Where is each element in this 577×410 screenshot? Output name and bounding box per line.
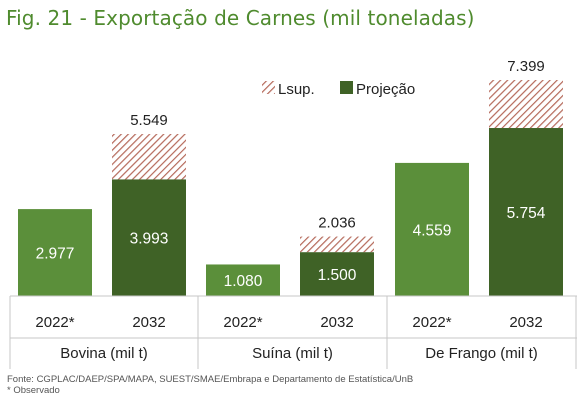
source-note: Fonte: CGPLAC/DAEP/SPA/MAPA, SUEST/SMAE/…	[7, 374, 413, 396]
bar-value-label: 2.977	[36, 246, 75, 263]
upper-bound-label: 5.549	[130, 112, 168, 129]
legend-label: Projeção	[356, 81, 415, 98]
legend-swatch-projection	[340, 81, 353, 94]
legend-label: Lsup.	[278, 81, 315, 98]
x-tick-label: 2032	[320, 314, 353, 331]
legend: Lsup. Projeção	[262, 81, 415, 98]
observed-note: * Observado	[7, 385, 60, 396]
bars-layer: 2.977 5.549 3.993 1.080 2.036 1.500 4.559 7.399…	[18, 58, 563, 296]
bar-chart: Lsup. Projeção 2.977 5.549 3.993 1.080 2.036 1…	[9, 58, 577, 369]
upper-bound-bar	[489, 80, 563, 129]
category-axis: 2022* 2032 Bovina (mil t) 2022* 2032 Suína (m…	[9, 295, 577, 369]
x-tick-label: 2022*	[223, 314, 262, 331]
upper-bound-label: 7.399	[507, 58, 545, 75]
bar-value-label: 3.993	[130, 231, 169, 248]
chart-title: Fig. 21 - Exportação de Carnes (mil tone…	[6, 6, 475, 30]
source-text: Fonte: CGPLAC/DAEP/SPA/MAPA, SUEST/SMAE/…	[7, 374, 414, 385]
group-label: Suína (mil t)	[252, 345, 333, 362]
bar-value-label: 1.080	[224, 273, 263, 290]
observed-bar	[395, 162, 469, 296]
projection-bar	[489, 128, 563, 296]
projection-bar	[300, 252, 374, 296]
upper-bound-label: 2.036	[318, 215, 356, 232]
upper-bound-bar	[112, 134, 186, 180]
bar-value-label: 5.754	[507, 205, 546, 222]
projection-bar	[112, 179, 186, 296]
x-tick-label: 2022*	[412, 314, 451, 331]
group-label: Bovina (mil t)	[60, 345, 148, 362]
bar-value-label: 4.559	[413, 222, 452, 239]
observed-bar	[18, 209, 92, 296]
observed-bar	[206, 264, 280, 296]
x-tick-label: 2022*	[35, 314, 74, 331]
group-label: De Frango (mil t)	[425, 345, 538, 362]
bar-value-label: 1.500	[318, 267, 357, 284]
legend-swatch-upper	[262, 81, 275, 94]
x-tick-label: 2032	[132, 314, 165, 331]
x-tick-label: 2032	[509, 314, 542, 331]
upper-bound-bar	[300, 236, 374, 253]
